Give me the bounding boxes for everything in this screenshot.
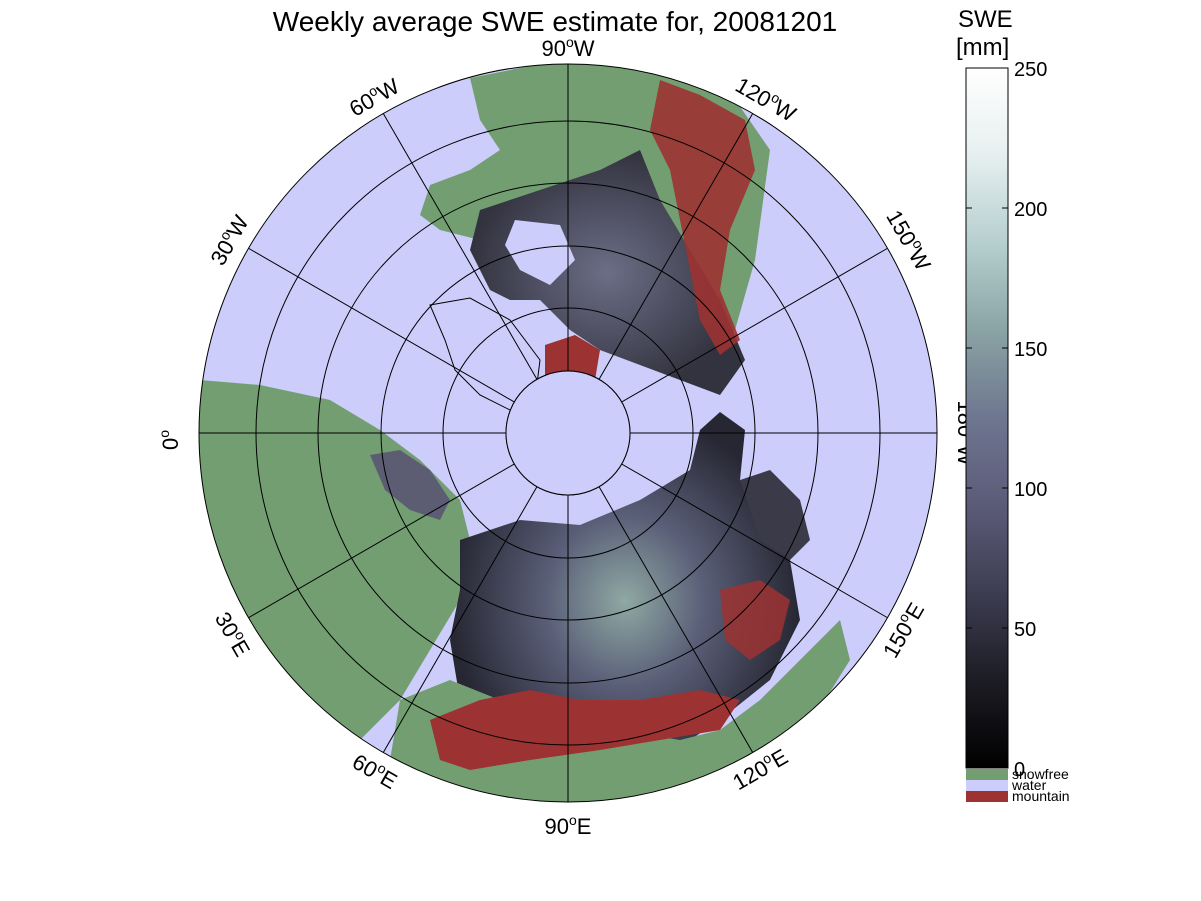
legend-swatch-mountain bbox=[966, 791, 1008, 802]
map-border bbox=[198, 63, 938, 803]
east-asia-mountains bbox=[720, 580, 790, 660]
colorbar-gradient bbox=[965, 67, 1009, 769]
lon-label-hemisphere: W bbox=[373, 73, 404, 105]
lon-label-hemisphere: E bbox=[767, 744, 792, 773]
legend-swatch-water bbox=[966, 780, 1008, 791]
lon-label-number: 90 bbox=[545, 814, 569, 839]
colorbar-tick-label: 0 bbox=[1014, 759, 1025, 781]
pole-hole bbox=[505, 370, 631, 496]
hudson-bay bbox=[505, 220, 575, 285]
lon-label-0: 0o bbox=[156, 430, 183, 450]
lon-label-number: 0 bbox=[158, 438, 183, 450]
polar-map bbox=[198, 63, 938, 803]
lon-label-degree: o bbox=[569, 812, 577, 828]
colorbar-tick-label: 100 bbox=[1014, 479, 1047, 501]
colorbar-tick-label: 250 bbox=[1014, 59, 1047, 81]
far-east-land bbox=[740, 470, 810, 560]
lon-label-90w: 90oW bbox=[541, 34, 594, 61]
legend-swatch-snowfree bbox=[966, 769, 1008, 780]
north-america-snow bbox=[470, 150, 745, 395]
legend-label-water: water bbox=[1011, 777, 1047, 793]
map-title: Weekly average SWE estimate for, 2008120… bbox=[273, 6, 837, 37]
lon-label-number: 30 bbox=[205, 236, 239, 270]
lon-label-hemisphere: E bbox=[577, 814, 592, 839]
colorbar-title-line2: [mm] bbox=[956, 34, 1009, 61]
colorbar-title-line1: SWE bbox=[958, 6, 1013, 33]
colorbar-tick-label: 200 bbox=[1014, 199, 1047, 221]
himalaya-mountains bbox=[430, 690, 740, 770]
lon-label-90e: 90oE bbox=[545, 812, 592, 839]
colorbar: SWE [mm] 0 50 100 150 200 250 snowfreewatermo… bbox=[956, 6, 1070, 804]
colorbar-tick-label: 50 bbox=[1014, 619, 1036, 641]
legend-label-mountain: mountain bbox=[1012, 788, 1070, 804]
scandinavia bbox=[370, 450, 450, 520]
lon-label-degree: o bbox=[566, 34, 574, 50]
lon-label-hemisphere: W bbox=[904, 244, 936, 275]
lon-label-number: 60 bbox=[348, 749, 382, 783]
lon-label-hemisphere: E bbox=[226, 636, 255, 661]
lon-label-number: 90 bbox=[541, 36, 565, 61]
lon-label-degree: o bbox=[156, 430, 172, 438]
rockies-mountains bbox=[650, 80, 755, 355]
colorbar-ticks: 0 50 100 150 200 250 bbox=[966, 59, 1047, 781]
legend-label-snowfree: snowfree bbox=[1012, 766, 1069, 782]
colorbar-tick-label: 150 bbox=[1014, 339, 1047, 361]
lon-label-hemisphere: W bbox=[574, 36, 595, 61]
